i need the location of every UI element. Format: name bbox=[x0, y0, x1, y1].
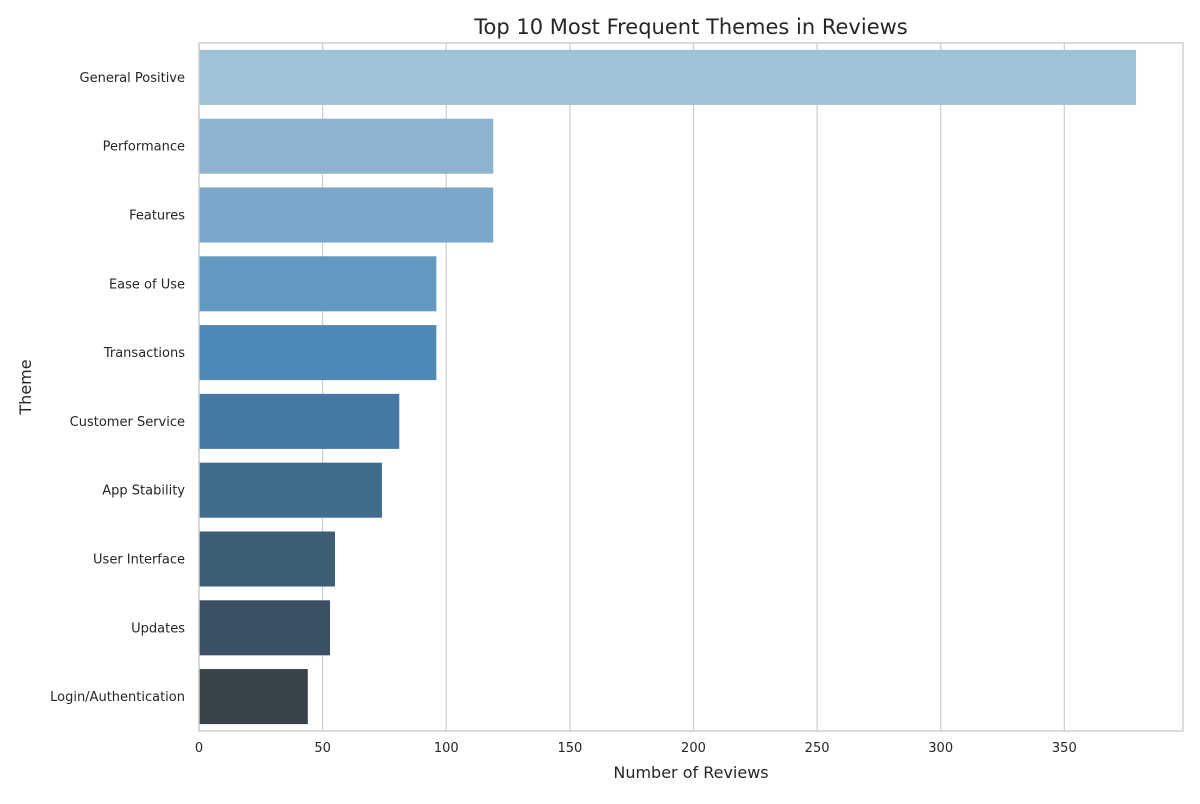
x-tick-label: 300 bbox=[928, 741, 953, 756]
y-tick-label: Features bbox=[129, 209, 185, 224]
x-tick-label: 350 bbox=[1052, 741, 1077, 756]
y-tick-label: General Positive bbox=[80, 71, 185, 86]
bar-customer-service bbox=[199, 393, 400, 449]
y-tick-label: Login/Authentication bbox=[50, 690, 185, 705]
bar-login-authentication bbox=[199, 669, 308, 725]
y-tick-label: Performance bbox=[103, 140, 185, 155]
y-tick-label: Customer Service bbox=[70, 415, 185, 430]
x-tick-label: 200 bbox=[681, 741, 706, 756]
bar-features bbox=[199, 187, 494, 243]
y-tick-label: App Stability bbox=[102, 484, 185, 499]
x-tick-label: 100 bbox=[434, 741, 459, 756]
bar-ease-of-use bbox=[199, 256, 437, 312]
chart-title: Top 10 Most Frequent Themes in Reviews bbox=[473, 15, 907, 39]
x-tick-label: 250 bbox=[805, 741, 830, 756]
y-tick-label: Transactions bbox=[103, 346, 185, 361]
bar-transactions bbox=[199, 325, 437, 381]
plot-frame bbox=[198, 42, 1184, 732]
bar-performance bbox=[199, 118, 494, 174]
bar-updates bbox=[199, 600, 331, 656]
x-tick-label: 150 bbox=[557, 741, 582, 756]
plot-border bbox=[198, 42, 1184, 732]
y-tick-label: Ease of Use bbox=[109, 277, 185, 292]
x-tick-label: 50 bbox=[314, 741, 331, 756]
y-tick-label: User Interface bbox=[93, 553, 185, 568]
x-axis-label: Number of Reviews bbox=[613, 763, 768, 782]
tick-labels: 0 50 100 150 200 250 300 350 General Positive Per… bbox=[50, 71, 1077, 756]
y-axis-label: Theme bbox=[16, 359, 35, 415]
x-tick-label: 0 bbox=[195, 741, 203, 756]
bar-user-interface bbox=[199, 531, 335, 587]
bar-general-positive bbox=[199, 49, 1137, 105]
bars bbox=[199, 49, 1137, 725]
y-tick-label: Updates bbox=[131, 621, 185, 636]
bar-app-stability bbox=[199, 462, 382, 518]
